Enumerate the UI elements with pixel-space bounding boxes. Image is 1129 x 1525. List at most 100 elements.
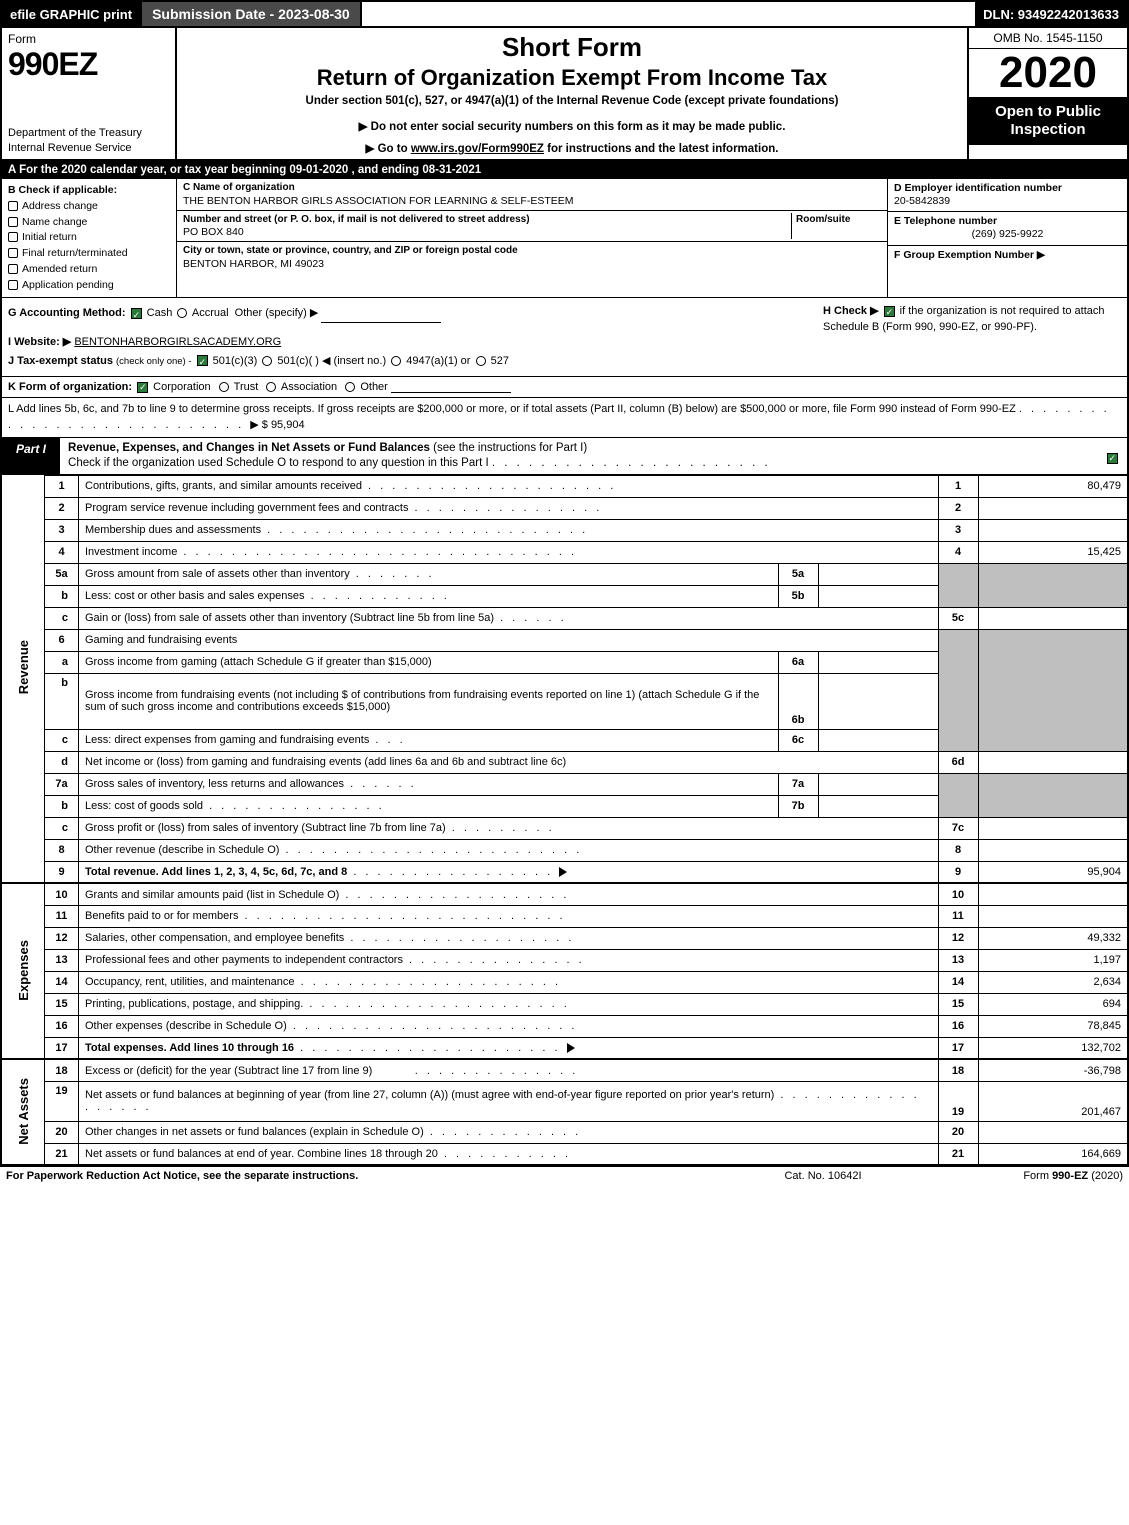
chk-final-return[interactable]: Final return/terminated (8, 246, 170, 262)
phone-value: (269) 925-9922 (972, 228, 1044, 240)
line-h: H Check ▶ if the organization is not req… (817, 298, 1127, 376)
row-14: 14 Occupancy, rent, utilities, and maint… (1, 971, 1128, 993)
row-3: 3 Membership dues and assessments . . . … (1, 519, 1128, 541)
phone-label: E Telephone number (894, 215, 997, 227)
chk-address-change[interactable]: Address change (8, 199, 170, 215)
org-city: BENTON HARBOR, MI 49023 (183, 258, 324, 270)
row-16: 16 Other expenses (describe in Schedule … (1, 1015, 1128, 1037)
website-value[interactable]: BENTONHARBORGIRLSACADEMY.ORG (74, 336, 281, 348)
row-18: Net Assets 18 Excess or (deficit) for th… (1, 1059, 1128, 1081)
row-1: Revenue 1 Contributions, gifts, grants, … (1, 475, 1128, 497)
goto-link[interactable]: www.irs.gov/Form990EZ (411, 143, 544, 155)
submission-date: Submission Date - 2023-08-30 (140, 2, 362, 26)
sidelabel-revenue: Revenue (1, 475, 45, 861)
chk-501c3[interactable] (197, 355, 208, 366)
row-9: 9 Total revenue. Add lines 1, 2, 3, 4, 5… (1, 861, 1128, 883)
part-1-check[interactable] (1097, 438, 1127, 474)
form-label: Form (8, 32, 36, 46)
col-c: C Name of organization THE BENTON HARBOR… (177, 179, 887, 297)
dln-label: DLN: 93492242013633 (975, 2, 1127, 26)
org-addr: PO BOX 840 (183, 226, 244, 238)
form-number: 990EZ (8, 46, 97, 82)
col-def: D Employer identification number 20-5842… (887, 179, 1127, 297)
org-name-label: C Name of organization (183, 182, 295, 193)
row-10: Expenses 10 Grants and similar amounts p… (1, 883, 1128, 905)
sidelabel-expenses: Expenses (1, 883, 45, 1059)
sidelabel-netassets: Net Assets (1, 1059, 45, 1165)
line-l-amount: ▶ $ 95,904 (250, 419, 304, 431)
part-1-table: Revenue 1 Contributions, gifts, grants, … (0, 475, 1129, 1167)
row-5a: 5a Gross amount from sale of assets othe… (1, 563, 1128, 585)
other-org-input[interactable] (391, 381, 511, 393)
addr-label: Number and street (or P. O. box, if mail… (183, 214, 530, 225)
row-15: 15 Printing, publications, postage, and … (1, 993, 1128, 1015)
footer-cat: Cat. No. 10642I (723, 1170, 923, 1182)
chk-other-org[interactable] (345, 382, 355, 392)
line-g: G Accounting Method: Cash Accrual Other … (8, 304, 811, 323)
ein-label: D Employer identification number (894, 182, 1062, 194)
block-bcdef: B Check if applicable: Address change Na… (0, 179, 1129, 298)
row-6: 6 Gaming and fundraising events (1, 629, 1128, 651)
arrow-icon (567, 1043, 575, 1053)
chk-cash[interactable] (131, 308, 142, 319)
group-exemption-row: F Group Exemption Number ▶ (888, 246, 1127, 298)
row-21: 21 Net assets or fund balances at end of… (1, 1143, 1128, 1165)
chk-trust[interactable] (219, 382, 229, 392)
topbar-spacer (362, 2, 975, 26)
tax-year: 2020 (969, 49, 1127, 97)
chk-amended-return[interactable]: Amended return (8, 262, 170, 278)
row-11: 11 Benefits paid to or for members . . .… (1, 905, 1128, 927)
part-1-title: Revenue, Expenses, and Changes in Net As… (60, 438, 1097, 474)
top-bar: efile GRAPHIC print Submission Date - 20… (0, 0, 1129, 28)
line-k: K Form of organization: Corporation Trus… (0, 377, 1129, 398)
footer: For Paperwork Reduction Act Notice, see … (0, 1166, 1129, 1185)
chk-schedule-b[interactable] (884, 306, 895, 317)
goto-post: for instructions and the latest informat… (544, 143, 779, 155)
org-city-row: City or town, state or province, country… (177, 242, 887, 273)
row-8: 8 Other revenue (describe in Schedule O)… (1, 839, 1128, 861)
short-form-title: Short Form (183, 32, 961, 63)
footer-right: Form 990-EZ (2020) (923, 1170, 1123, 1182)
chk-name-change[interactable]: Name change (8, 215, 170, 231)
row-2: 2 Program service revenue including gove… (1, 497, 1128, 519)
footer-left: For Paperwork Reduction Act Notice, see … (6, 1170, 723, 1182)
omb-number: OMB No. 1545-1150 (969, 28, 1127, 49)
other-specify-input[interactable] (321, 311, 441, 323)
city-label: City or town, state or province, country… (183, 245, 518, 256)
section-a: A For the 2020 calendar year, or tax yea… (0, 161, 1129, 179)
ein-value: 20-5842839 (894, 195, 950, 207)
row-13: 13 Professional fees and other payments … (1, 949, 1128, 971)
row-4: 4 Investment income . . . . . . . . . . … (1, 541, 1128, 563)
chk-association[interactable] (266, 382, 276, 392)
line-j: J Tax-exempt status (check only one) - 5… (8, 352, 811, 371)
chk-accrual[interactable] (177, 308, 187, 318)
line-i: I Website: ▶ BENTONHARBORGIRLSACADEMY.OR… (8, 333, 811, 352)
line-l: L Add lines 5b, 6c, and 7b to line 9 to … (0, 398, 1129, 438)
row-5c: c Gain or (loss) from sale of assets oth… (1, 607, 1128, 629)
row-6d: d Net income or (loss) from gaming and f… (1, 751, 1128, 773)
under-section: Under section 501(c), 527, or 4947(a)(1)… (183, 95, 961, 107)
phone-row: E Telephone number (269) 925-9922 (888, 212, 1127, 245)
chk-527[interactable] (476, 356, 486, 366)
efile-label[interactable]: efile GRAPHIC print (2, 2, 140, 26)
chk-initial-return[interactable]: Initial return (8, 230, 170, 246)
row-20: 20 Other changes in net assets or fund b… (1, 1121, 1128, 1143)
room-label: Room/suite (796, 214, 850, 225)
part-1-header: Part I Revenue, Expenses, and Changes in… (0, 438, 1129, 475)
arrow-icon (559, 867, 567, 877)
chk-application-pending[interactable]: Application pending (8, 278, 170, 294)
goto-pre: ▶ Go to (366, 143, 411, 155)
chk-4947[interactable] (391, 356, 401, 366)
group-exemption-label: F Group Exemption Number ▶ (894, 249, 1045, 261)
row-7a: 7a Gross sales of inventory, less return… (1, 773, 1128, 795)
row-7c: c Gross profit or (loss) from sales of i… (1, 817, 1128, 839)
org-name-row: C Name of organization THE BENTON HARBOR… (177, 179, 887, 211)
col-b-header: B Check if applicable: (8, 183, 170, 199)
ghij-left: G Accounting Method: Cash Accrual Other … (2, 298, 817, 376)
header-mid: Short Form Return of Organization Exempt… (177, 28, 967, 159)
header-left: Form 990EZ Department of the Treasury In… (2, 28, 177, 159)
ein-row: D Employer identification number 20-5842… (888, 179, 1127, 212)
header-right: OMB No. 1545-1150 2020 Open to Public In… (967, 28, 1127, 159)
chk-corporation[interactable] (137, 382, 148, 393)
chk-501c[interactable] (262, 356, 272, 366)
